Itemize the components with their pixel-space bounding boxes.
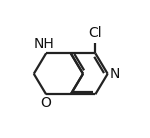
Text: O: O bbox=[41, 96, 52, 110]
Text: N: N bbox=[110, 67, 120, 81]
Text: NH: NH bbox=[34, 37, 54, 51]
Text: Cl: Cl bbox=[88, 26, 102, 40]
